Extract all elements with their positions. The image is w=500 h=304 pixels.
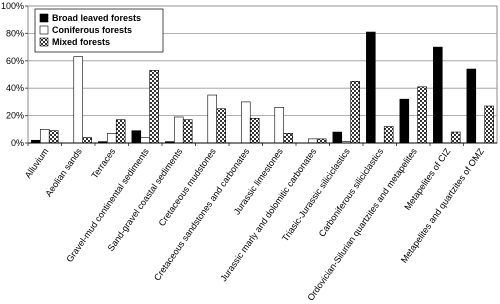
bar <box>216 108 226 144</box>
bar <box>106 133 117 144</box>
y-tick-label: 20% <box>6 111 24 121</box>
legend-label: Mixed forests <box>52 37 110 47</box>
bar <box>240 101 251 144</box>
bar <box>173 116 184 144</box>
legend-label: Broad leaved forests <box>52 13 141 23</box>
bar <box>283 133 293 144</box>
bar <box>450 131 461 144</box>
bar <box>82 137 92 144</box>
bar <box>383 126 394 144</box>
bar <box>316 138 327 144</box>
bar <box>417 86 427 144</box>
x-tick-label: Triasic-Jurassic siliciclastics <box>280 146 352 243</box>
bar <box>131 130 142 144</box>
bar <box>207 94 218 144</box>
x-tick-label: Terraces <box>89 146 117 180</box>
legend-swatch <box>39 25 49 35</box>
bar <box>182 119 193 144</box>
bar <box>307 138 318 144</box>
y-tick-label: 40% <box>6 83 24 93</box>
bar <box>484 105 494 144</box>
legend-swatch <box>39 37 49 47</box>
bar <box>115 119 126 144</box>
bar <box>149 70 159 144</box>
bar <box>433 46 443 144</box>
y-tick-label: 80% <box>6 28 24 38</box>
x-tick-label: Alluvium <box>23 146 51 180</box>
y-tick-label: 60% <box>6 56 24 66</box>
legend-swatch <box>39 13 49 23</box>
bar <box>332 131 343 144</box>
bar <box>39 129 50 144</box>
bar <box>140 137 151 144</box>
bar <box>366 31 376 144</box>
bar <box>73 56 84 144</box>
bar <box>249 118 260 144</box>
x-tick-label: Cretaceous mudstones <box>157 146 219 228</box>
bar <box>350 81 360 144</box>
bar <box>274 107 285 144</box>
bar <box>466 68 477 144</box>
bar <box>48 130 59 144</box>
legend-box <box>34 8 164 53</box>
y-tick-label: 100% <box>1 1 24 11</box>
y-tick-label: 0% <box>11 138 24 148</box>
legend: Broad leaved forests Coniferous forests Mi… <box>34 8 164 53</box>
legend-label: Coniferous forests <box>52 25 132 35</box>
x-tick-label: Aeolian sands <box>43 146 84 198</box>
x-tick-label: Carboniferous siliciclastics <box>317 146 386 239</box>
bar <box>399 98 410 144</box>
